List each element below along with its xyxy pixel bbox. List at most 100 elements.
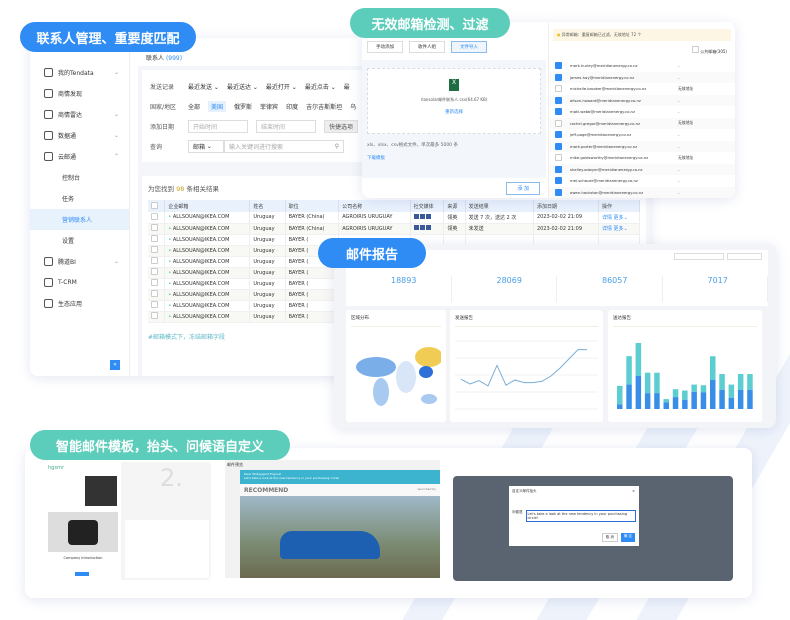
collapse-button[interactable]: « <box>110 360 120 370</box>
upload-area[interactable]: X rlansolar邮件联系人.csv(64.67 KB) 重新选择 <box>367 68 541 134</box>
title-cell: BAYER ( <box>285 278 340 290</box>
sidebar-item[interactable]: 生态应用 <box>30 293 129 314</box>
sidebar-item[interactable]: 营销联系人 <box>30 209 129 230</box>
import-tab[interactable]: 文件导入 <box>451 41 487 53</box>
sidebar-item[interactable]: 腾道BI ⌄ <box>30 251 129 272</box>
search-input[interactable]: 输入关键词进行搜索 ⚲ <box>224 139 344 153</box>
end-date-input[interactable]: 结束时间 <box>256 119 316 133</box>
cancel-button[interactable]: 取 消 <box>601 533 618 542</box>
country-option[interactable]: 美国 <box>208 100 227 112</box>
row-checkbox[interactable] <box>148 289 166 301</box>
sidebar-item[interactable]: 设置 <box>30 230 129 251</box>
facebook-icon[interactable] <box>413 213 419 219</box>
account-select[interactable] <box>727 253 762 260</box>
email-checkbox[interactable] <box>555 154 562 162</box>
select-all[interactable] <box>148 200 166 212</box>
greeting-input[interactable]: Let's take a look at the new tendency in… <box>525 510 636 522</box>
import-tab[interactable]: 手动添加 <box>367 41 403 53</box>
country-option[interactable]: 俄罗斯 <box>234 103 253 111</box>
sidebar-item[interactable]: 云邮通 ⌃ <box>30 146 129 167</box>
facebook-icon[interactable] <box>425 225 431 230</box>
email-check-row[interactable]: owen.hackston@meridianenergy.co.nz - <box>549 186 735 198</box>
date-range-select[interactable] <box>674 253 724 260</box>
table-row[interactable]: • ALLSOUAN@IKEA.COM Uruguay BAYER (China) A… <box>148 223 641 235</box>
email-check-row[interactable]: james.hay@meridianenergy.co.nz - <box>549 71 735 83</box>
sidebar-item[interactable]: 商情发现 <box>30 83 129 104</box>
send-filter-option[interactable]: 最近发送 ⌄ <box>188 83 219 91</box>
ok-button[interactable]: 确 定 <box>620 533 635 542</box>
email-checkbox[interactable] <box>555 188 562 196</box>
row-checkbox[interactable] <box>148 267 166 279</box>
send-filter-option[interactable]: 最近打开 ⌄ <box>265 83 297 91</box>
more-link[interactable]: 更多⌄ <box>613 226 628 232</box>
close-icon[interactable]: × <box>632 489 635 493</box>
email-checkbox[interactable] <box>555 73 562 81</box>
bar-upper <box>626 356 632 385</box>
template-cta-button[interactable] <box>75 572 89 576</box>
row-checkbox[interactable] <box>148 300 166 312</box>
map-asia-highlight <box>415 347 443 367</box>
search-icon[interactable]: ⚲ <box>334 142 339 150</box>
row-checkbox[interactable] <box>148 234 166 246</box>
row-checkbox[interactable] <box>148 223 166 235</box>
country-option[interactable]: 菲律宾 <box>260 103 279 111</box>
sidebar-item[interactable]: 我的Tendata ⌄ <box>30 62 129 83</box>
table-row[interactable]: • ALLSOUAN@IKEA.COM Uruguay BAYER (China) A… <box>148 212 641 224</box>
query-type-select[interactable]: 邮箱 ⌄ <box>188 139 224 153</box>
sidebar-item[interactable]: T-CRM <box>30 272 129 293</box>
email-checkbox[interactable] <box>555 165 562 173</box>
sidebar-item[interactable]: 商情雷达 ⌄ <box>30 104 129 125</box>
email-check-row[interactable]: mark.hurley@meridianenergy.co.nz - <box>549 60 735 72</box>
sidebar-item[interactable]: 控制台 <box>30 167 129 188</box>
facebook-icon[interactable] <box>413 225 419 230</box>
send-filter-option[interactable]: 最近点击 ⌄ <box>304 83 336 91</box>
quick-options-button[interactable]: 快捷选项 <box>324 119 359 133</box>
row-checkbox[interactable] <box>148 278 166 290</box>
row-checkbox[interactable] <box>148 311 166 323</box>
download-template-link[interactable]: 下载模板 <box>367 156 385 161</box>
email-checkbox[interactable] <box>555 96 562 104</box>
row-checkbox[interactable] <box>148 256 166 268</box>
email-checkbox[interactable] <box>555 119 562 127</box>
email-checkbox[interactable] <box>555 142 562 150</box>
row-checkbox[interactable] <box>148 212 166 224</box>
detail-link[interactable]: 详情 <box>601 226 612 232</box>
country-option[interactable]: 印度 <box>286 103 299 111</box>
email-checkbox[interactable] <box>555 85 562 93</box>
email-check-row[interactable]: mel.schauer@meridianenergy.co.nz - <box>549 175 735 187</box>
email-check-row[interactable]: shelley.odwyer@meridianenergy.co.nz - <box>549 163 735 175</box>
sidebar-item[interactable]: 任务 <box>30 188 129 209</box>
email-check-row[interactable]: rachel.gregor@meridianenergy.co.nz 无效地址 <box>549 117 735 129</box>
email-check-row[interactable]: mike.goldsworthy@meridianenergy.co.nz 无效地… <box>549 152 735 164</box>
import-tab[interactable]: 收件人组 <box>409 41 445 53</box>
email-checkbox[interactable] <box>555 108 562 116</box>
sidebar-item[interactable]: 数据通 ⌄ <box>30 125 129 146</box>
email-check-row[interactable]: alison.howard@meridianenergy.co.nz - <box>549 94 735 106</box>
import-card: 手动添加 收件人组 文件导入 X rlansolar邮件联系人.csv(64.67 … <box>362 22 735 198</box>
country-option[interactable]: 乌 <box>350 103 357 111</box>
facebook-icon[interactable] <box>419 213 425 219</box>
facebook-icon[interactable] <box>425 213 431 219</box>
detail-link[interactable]: 详情 <box>601 214 612 221</box>
email-status: - <box>678 97 680 103</box>
email-checkbox[interactable] <box>555 177 562 185</box>
row-checkbox[interactable] <box>148 245 166 257</box>
send-filter-option[interactable]: 最近送达 ⌄ <box>226 83 258 91</box>
email-check-row[interactable]: matt.webb@meridianenergy.co.nz - <box>549 106 735 118</box>
email-check-row[interactable]: michelle.brooker@meridianenergy.co.nz 无效地… <box>549 83 735 95</box>
send-line <box>460 349 587 387</box>
email-check-row[interactable]: jeff.page@meridianenergy.co.nz - <box>549 129 735 141</box>
email-checkbox[interactable] <box>555 131 562 139</box>
email-checkbox[interactable] <box>555 62 562 70</box>
add-button[interactable]: 添 加 <box>506 182 540 195</box>
bar-lower <box>710 379 716 409</box>
reselect-link[interactable]: 重新选择 <box>445 110 463 115</box>
email-check-row[interactable]: mark.porter@meridianenergy.co.nz - <box>549 140 735 152</box>
country-option[interactable]: 全部 <box>188 103 201 111</box>
send-filter-option[interactable]: 最 <box>343 83 350 91</box>
facebook-icon[interactable] <box>419 225 425 230</box>
public-mail-toggle[interactable]: 公共邮箱(305) <box>549 41 735 60</box>
more-link[interactable]: 更多⌄ <box>613 214 628 221</box>
start-date-input[interactable]: 开始时间 <box>188 119 248 133</box>
country-option[interactable]: 吉尔吉斯斯坦 <box>306 103 343 111</box>
